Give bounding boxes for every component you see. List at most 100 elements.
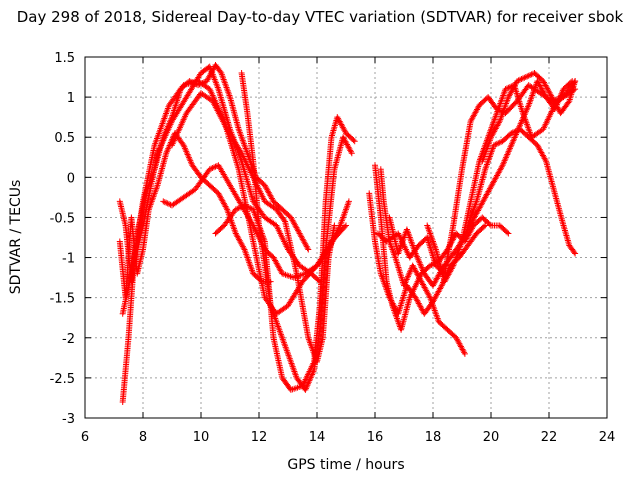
data-point — [237, 204, 244, 211]
data-point — [521, 74, 528, 81]
data-point — [208, 165, 215, 172]
data-point — [199, 80, 206, 87]
series-track-16 — [386, 78, 576, 289]
data-point — [341, 223, 348, 230]
data-point — [569, 78, 576, 85]
data-point — [238, 203, 245, 210]
data-point — [428, 261, 435, 268]
data-point — [348, 148, 355, 155]
data-point — [519, 75, 526, 82]
y-tick-label: -3 — [62, 412, 75, 427]
series-track-6 — [238, 70, 355, 393]
data-point — [343, 222, 349, 229]
data-point — [163, 199, 170, 206]
data-point — [517, 76, 523, 83]
data-point — [515, 77, 522, 84]
y-tick-label: 1 — [67, 91, 75, 106]
data-point — [161, 199, 168, 206]
data-point — [304, 245, 311, 252]
data-point — [565, 99, 572, 106]
data-point — [542, 156, 549, 163]
data-point — [244, 203, 251, 210]
x-axis-label: GPS time / hours — [287, 457, 405, 473]
data-point — [495, 140, 502, 147]
x-tick-label: 12 — [251, 430, 268, 445]
data-point — [211, 164, 218, 171]
y-tick-label: 0.5 — [54, 131, 75, 146]
x-tick-label: 16 — [367, 430, 384, 445]
data-point — [345, 198, 352, 205]
data-point — [461, 349, 468, 356]
data-point — [187, 78, 194, 85]
data-point — [195, 82, 202, 89]
data-point — [186, 78, 193, 85]
y-tick-label: -2.5 — [50, 372, 75, 387]
y-tick-label: -1 — [62, 252, 75, 267]
data-point — [281, 217, 288, 224]
data-point — [245, 204, 252, 211]
data-point — [527, 72, 534, 79]
x-tick-label: 20 — [483, 430, 500, 445]
data-point — [437, 284, 444, 291]
data-point — [331, 222, 338, 229]
data-point — [242, 203, 249, 210]
data-point — [427, 262, 434, 269]
data-point — [482, 222, 489, 229]
data-point — [209, 164, 216, 171]
data-point — [164, 200, 171, 207]
x-tick-label: 24 — [599, 430, 616, 445]
data-point — [502, 86, 509, 93]
x-tick-label: 18 — [425, 430, 442, 445]
data-point — [492, 141, 499, 148]
y-axis-label: SDTVAR / TECUs — [8, 179, 24, 295]
data-point — [571, 249, 578, 256]
data-point — [514, 78, 521, 85]
data-point — [198, 80, 204, 87]
data-point — [206, 166, 213, 173]
data-point — [257, 277, 264, 284]
data-point — [200, 79, 207, 86]
data-point — [192, 80, 199, 87]
data-point — [235, 205, 242, 212]
data-point — [348, 150, 355, 157]
data-point — [572, 250, 579, 257]
x-tick-label: 8 — [139, 430, 147, 445]
data-point — [495, 119, 502, 126]
data-point — [351, 138, 358, 145]
series-track-15 — [116, 130, 274, 301]
y-tick-label: 1.5 — [54, 51, 75, 66]
chart-title: Day 298 of 2018, Sidereal Day-to-day VTE… — [16, 8, 624, 26]
series-track-14 — [366, 190, 489, 317]
data-point — [350, 137, 357, 144]
data-point — [486, 221, 493, 228]
data-point — [567, 79, 574, 86]
data-point — [267, 278, 274, 285]
data-point — [493, 140, 500, 147]
data-point — [525, 72, 532, 79]
data-point — [196, 81, 203, 88]
data-point — [524, 73, 531, 80]
series-track-4 — [169, 90, 338, 365]
axis-ticks: 6 8 10 12 14 16 18 20 22 24 -3 -2.5 -2 -1.5 -1 -0.5 0 0.5… — [50, 51, 616, 445]
data-point — [426, 293, 433, 300]
y-tick-label: -2 — [62, 332, 75, 347]
plot-border — [84, 56, 608, 419]
data-point — [518, 76, 525, 83]
data-point — [490, 142, 497, 149]
data-point — [223, 204, 230, 211]
data-point — [498, 163, 505, 170]
data-point — [522, 74, 529, 81]
data-point — [504, 229, 511, 236]
y-tick-label: -1.5 — [50, 292, 75, 307]
data-point — [505, 230, 512, 237]
data-point — [232, 206, 239, 213]
data-point — [305, 246, 312, 253]
data-point — [508, 130, 515, 137]
data-point — [461, 350, 468, 357]
x-tick-label: 6 — [81, 430, 89, 445]
series-track-7 — [372, 162, 512, 333]
y-tick-label: -0.5 — [50, 211, 75, 226]
data-point — [190, 80, 197, 87]
x-tick-label: 10 — [193, 430, 210, 445]
